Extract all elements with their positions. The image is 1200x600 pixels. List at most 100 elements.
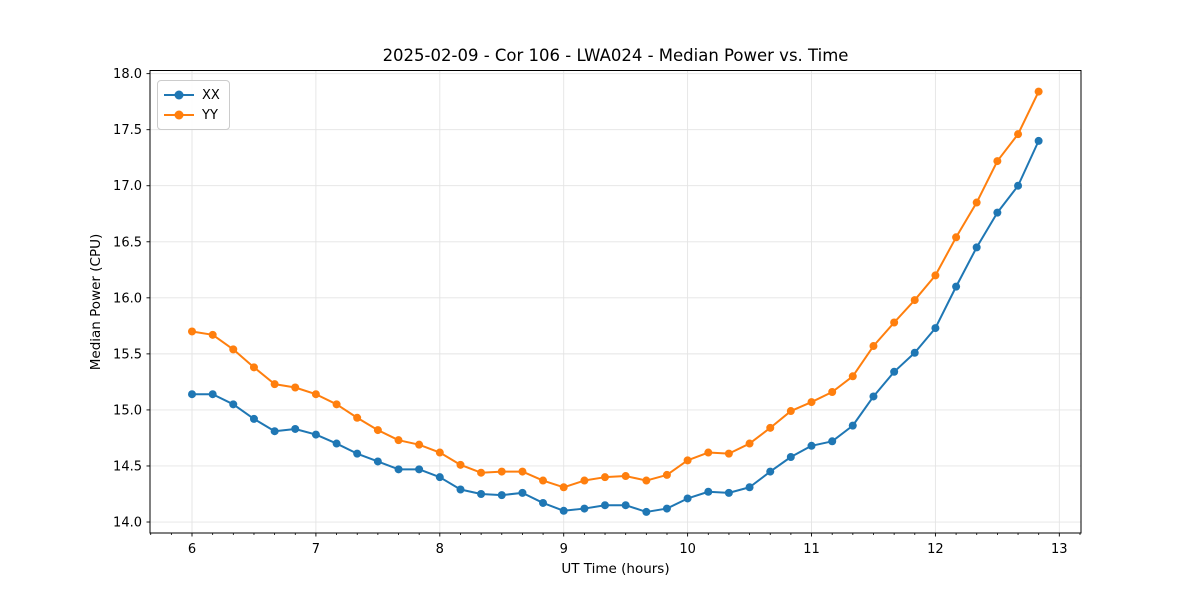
legend-entry-yy: YY <box>163 105 220 125</box>
data-point-xx <box>600 501 609 510</box>
data-point-xx <box>435 473 444 482</box>
y-tick-label: 17.0 <box>113 179 142 194</box>
data-point-xx <box>683 494 692 503</box>
data-point-xx <box>642 507 651 516</box>
series-line-xx <box>192 140 1040 513</box>
data-point-yy <box>311 390 320 399</box>
data-point-xx <box>394 465 403 474</box>
data-point-yy <box>456 460 465 469</box>
x-axis-label: UT Time (hours) <box>561 561 670 577</box>
legend-line-yy-icon <box>164 110 194 120</box>
data-point-xx <box>456 485 465 494</box>
data-point-yy <box>208 330 217 339</box>
y-axis-label: Median Power (CPU) <box>88 233 104 371</box>
data-point-xx <box>415 465 424 474</box>
data-point-yy <box>188 327 197 336</box>
y-tick-label: 14.5 <box>113 459 142 474</box>
data-point-xx <box>477 489 486 498</box>
data-point-xx <box>311 430 320 439</box>
data-point-xx <box>931 324 940 333</box>
legend-label-xx: XX <box>202 87 220 103</box>
data-point-yy <box>332 400 341 409</box>
data-point-xx <box>993 208 1002 217</box>
data-point-xx <box>704 487 713 496</box>
data-point-yy <box>600 473 609 482</box>
data-point-yy <box>848 372 857 381</box>
data-point-xx <box>952 282 961 291</box>
data-point-xx <box>229 400 238 409</box>
y-tick-label: 15.5 <box>113 347 142 362</box>
data-point-xx <box>890 367 899 376</box>
data-point-xx <box>766 467 775 476</box>
data-point-xx <box>972 243 981 252</box>
data-point-yy <box>229 345 238 354</box>
data-point-xx <box>828 437 837 446</box>
x-tick-label: 9 <box>560 542 568 557</box>
data-point-yy <box>910 296 919 305</box>
data-point-yy <box>786 407 795 416</box>
data-point-yy <box>518 467 527 476</box>
data-point-yy <box>270 380 279 389</box>
data-point-xx <box>1014 181 1023 190</box>
x-tick-label: 11 <box>803 542 820 557</box>
data-point-yy <box>890 318 899 327</box>
data-point-xx <box>848 421 857 430</box>
data-point-xx <box>188 390 197 399</box>
x-tick-label: 7 <box>312 542 320 557</box>
data-point-yy <box>559 483 568 492</box>
data-point-yy <box>931 271 940 280</box>
data-point-xx <box>497 491 506 500</box>
data-point-yy <box>952 233 961 242</box>
data-point-yy <box>1034 87 1043 96</box>
data-point-yy <box>539 476 548 485</box>
data-point-yy <box>972 198 981 207</box>
data-point-xx <box>353 449 362 458</box>
data-point-yy <box>353 413 362 422</box>
x-tick-label: 8 <box>436 542 444 557</box>
data-point-yy <box>704 448 713 457</box>
data-point-yy <box>477 468 486 477</box>
data-point-xx <box>332 439 341 448</box>
data-point-yy <box>291 383 300 392</box>
x-tick-label: 6 <box>188 542 196 557</box>
data-point-xx <box>745 483 754 492</box>
axes-spines <box>149 70 1082 534</box>
data-point-xx <box>807 441 816 450</box>
data-point-yy <box>435 448 444 457</box>
data-point-xx <box>580 504 589 513</box>
data-point-xx <box>539 498 548 507</box>
x-tick-label: 12 <box>927 542 944 557</box>
data-point-yy <box>662 470 671 479</box>
legend: XX YY <box>157 80 230 130</box>
data-point-yy <box>807 398 816 407</box>
data-point-xx <box>518 488 527 497</box>
data-point-yy <box>724 449 733 458</box>
data-point-yy <box>642 476 651 485</box>
series-line-yy <box>191 91 1040 489</box>
data-point-xx <box>208 390 217 399</box>
data-point-xx <box>1034 136 1043 145</box>
data-point-xx <box>786 453 795 462</box>
data-point-yy <box>394 436 403 445</box>
data-point-yy <box>373 426 382 435</box>
data-point-xx <box>249 414 258 423</box>
data-point-yy <box>828 387 837 396</box>
y-tick-label: 17.5 <box>113 123 142 138</box>
data-point-yy <box>415 440 424 449</box>
legend-entry-xx: XX <box>163 85 220 105</box>
data-point-yy <box>621 472 630 481</box>
data-point-xx <box>662 504 671 513</box>
data-point-yy <box>580 476 589 485</box>
data-point-yy <box>766 423 775 432</box>
legend-label-yy: YY <box>202 107 218 123</box>
data-point-xx <box>291 424 300 433</box>
legend-line-xx-icon <box>164 90 194 100</box>
data-point-xx <box>910 348 919 357</box>
y-tick-label: 15.0 <box>113 403 142 418</box>
data-point-yy <box>249 363 258 372</box>
data-point-xx <box>373 457 382 466</box>
y-tick-label: 14.0 <box>113 516 142 531</box>
data-point-xx <box>559 506 568 515</box>
